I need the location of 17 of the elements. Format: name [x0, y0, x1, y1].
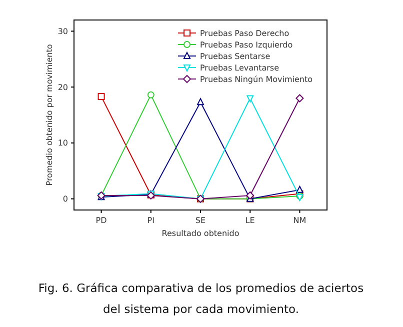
x-tick-label: PD [96, 216, 107, 225]
x-tick-label: NM [293, 216, 306, 225]
x-axis-title: Resultado obtenido [162, 229, 240, 238]
y-tick-label: 0 [62, 194, 68, 204]
y-tick-label: 20 [58, 82, 68, 92]
y-tick-label: 10 [58, 138, 68, 148]
x-tick-label: LE [245, 216, 255, 225]
legend-label: Pruebas Ningún Movimiento [200, 74, 313, 84]
text: Fig. 6. Gráfica comparativa de los promedios de aciertos del sistema por cada movimiento. [38, 281, 364, 316]
legend-label: Pruebas Paso Derecho [200, 28, 290, 38]
x-tick-label: PI [147, 216, 154, 225]
x-tick-label: SE [195, 216, 206, 225]
legend-label: Pruebas Paso Izquierdo [200, 40, 293, 50]
legend-label: Pruebas Sentarse [200, 52, 270, 61]
y-tick-label: 30 [58, 26, 68, 36]
legend-label: Pruebas Levantarse [200, 63, 280, 72]
y-axis-title: Promedio obtenido por movimiento [45, 44, 54, 186]
